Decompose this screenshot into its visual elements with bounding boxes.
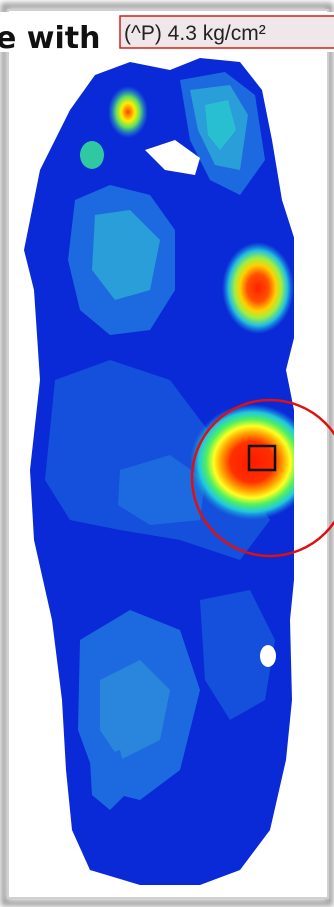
hot-spot [222,242,294,334]
hot-spot [108,86,148,138]
pressure-map-screenshot: e with (^P) 4.3 kg/cm² [0,0,334,907]
gap [260,645,276,667]
screenshot: e with (^P) 4.3 kg/cm² [0,6,334,903]
caption: e with [0,21,101,56]
readout: (^P) 4.3 kg/cm² [124,22,266,45]
hot-spot [80,141,104,169]
